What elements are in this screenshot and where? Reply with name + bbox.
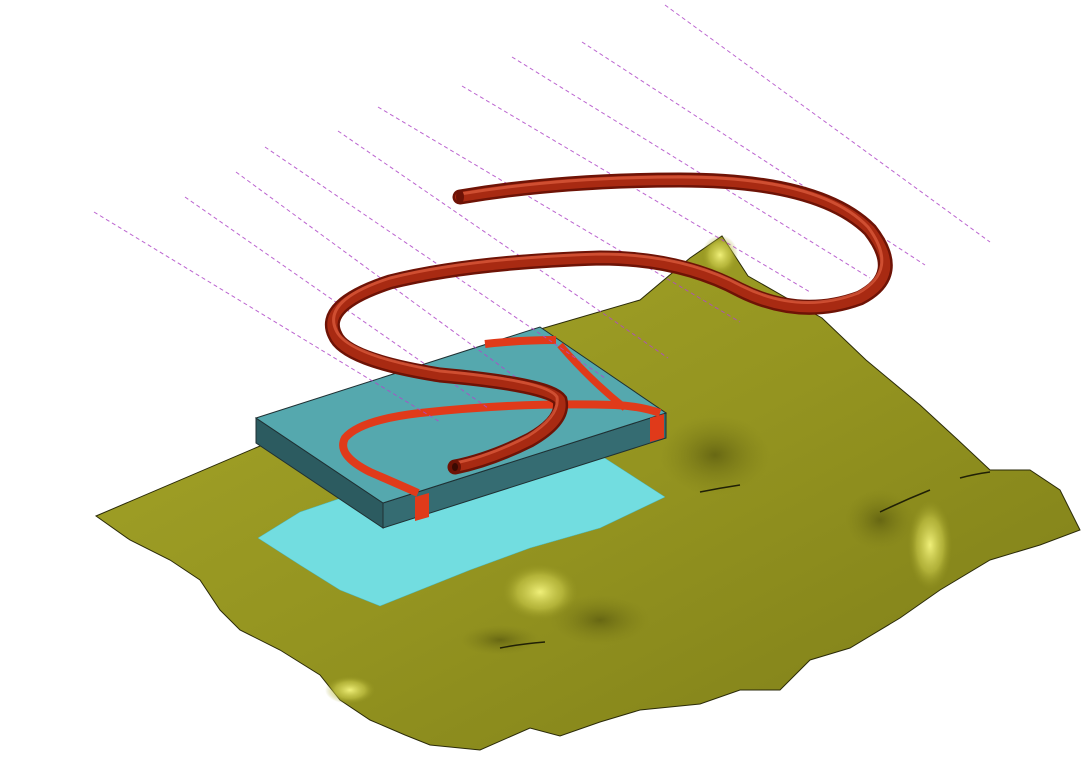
terrain-crease	[879, 489, 931, 513]
tube-end-opening	[452, 463, 458, 471]
terrain-highlight	[325, 676, 375, 704]
projection-line	[93, 211, 441, 423]
terrain-dip	[550, 595, 650, 645]
terrain-highlight	[908, 500, 952, 590]
terrain-dip	[660, 415, 770, 495]
projection-line	[461, 85, 811, 293]
projected-curve-edge	[650, 414, 664, 442]
terrain-crease	[699, 484, 741, 493]
projection-line	[264, 146, 606, 379]
tube-body-highlight	[332, 175, 884, 465]
tube-end-cap	[456, 190, 464, 204]
spiral-tube[interactable]	[324, 172, 893, 475]
projection-line	[581, 41, 926, 266]
terrain-highlight	[702, 235, 738, 275]
terrain-crease	[499, 641, 546, 649]
terrain-dip	[845, 490, 915, 550]
projection-line	[511, 56, 871, 279]
projected-curve-edge	[415, 493, 429, 521]
rectangular-block[interactable]	[254, 326, 668, 529]
projected-curve	[339, 400, 662, 497]
block-top-face	[254, 326, 668, 504]
projected-curve	[484, 336, 557, 348]
projection-line	[377, 106, 741, 323]
terrain-dip	[460, 625, 540, 655]
tube-body-mid	[327, 174, 891, 472]
projection-line	[337, 130, 669, 359]
terrain-crease	[959, 471, 991, 479]
